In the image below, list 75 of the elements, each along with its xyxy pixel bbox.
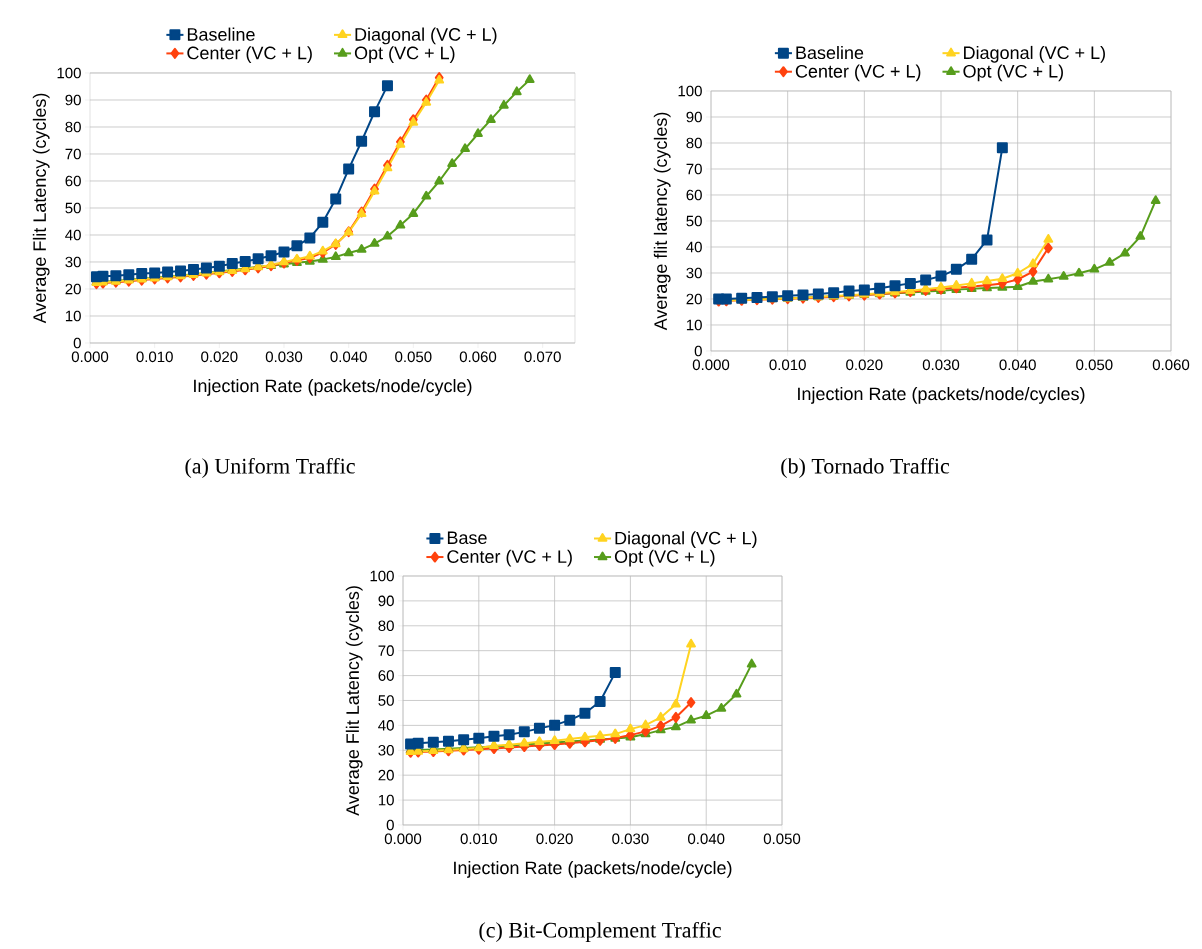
x-tick-label: 0.010 bbox=[769, 359, 806, 371]
y-axis-title: Average Flit Latency (cycles) bbox=[32, 93, 50, 324]
x-tick-label: 0.050 bbox=[395, 351, 432, 363]
legend-label: Opt (VC + L) bbox=[614, 549, 715, 567]
y-tick-label: 10 bbox=[686, 319, 702, 331]
y-tick-label: 90 bbox=[65, 94, 81, 106]
x-tick-label: 0.050 bbox=[763, 833, 801, 845]
y-tick-label: 0 bbox=[386, 819, 394, 831]
y-tick-label: 60 bbox=[378, 670, 394, 681]
text: (a) Uniform Traffic bbox=[185, 457, 355, 479]
legend-label: Baseline bbox=[187, 27, 255, 41]
x-tick-label: 0.000 bbox=[692, 359, 730, 371]
y-tick-label: 100 bbox=[57, 67, 81, 79]
y-axis-title: Average Flit Latency (cycles) bbox=[345, 586, 363, 816]
legend-label: Baseline bbox=[796, 45, 864, 60]
x-tick-label: 0.000 bbox=[384, 833, 422, 845]
y-tick-label: 30 bbox=[378, 744, 394, 756]
y-tick-label: 20 bbox=[378, 769, 394, 781]
legend-label: Diagonal (VC + L) bbox=[355, 27, 497, 45]
y-tick-label: 90 bbox=[378, 595, 394, 607]
y-tick-label: 90 bbox=[686, 111, 702, 123]
x-tick-label: 0.050 bbox=[1076, 359, 1113, 371]
y-tick-label: 30 bbox=[65, 256, 81, 268]
x-tick-label: 0.020 bbox=[201, 351, 238, 363]
legend-label: Diagonal (VC + L) bbox=[964, 45, 1105, 63]
y-tick-label: 0 bbox=[73, 337, 81, 349]
x-tick-label: 0.010 bbox=[460, 833, 497, 845]
y-tick-label: 70 bbox=[65, 148, 81, 160]
y-tick-label: 50 bbox=[378, 695, 394, 706]
y-tick-label: 50 bbox=[65, 202, 81, 214]
y-tick-label: 10 bbox=[378, 794, 394, 806]
y-tick-label: 40 bbox=[686, 241, 702, 253]
x-tick-label: 0.030 bbox=[612, 833, 649, 845]
x-tick-label: 0.040 bbox=[688, 833, 725, 845]
legend-label: Center (VC + L) bbox=[795, 64, 921, 82]
y-axis-title: Average flit latency (cycles) bbox=[653, 112, 671, 331]
text: (c) Bit-Complement Traffic bbox=[479, 921, 721, 943]
y-tick-label: 80 bbox=[686, 137, 702, 149]
x-tick-label: 0.010 bbox=[136, 351, 173, 363]
x-tick-label: 0.060 bbox=[459, 351, 497, 363]
x-axis-title: Injection Rate (packets/node/cycle) bbox=[194, 379, 472, 396]
y-tick-label: 100 bbox=[678, 85, 702, 97]
x-tick-label: 0.000 bbox=[71, 351, 109, 363]
x-tick-label: 0.070 bbox=[524, 351, 561, 363]
x-tick-label: 0.020 bbox=[846, 359, 883, 371]
y-tick-label: 70 bbox=[378, 645, 394, 656]
y-tick-label: 60 bbox=[686, 189, 702, 201]
y-tick-label: 20 bbox=[65, 283, 81, 295]
y-tick-label: 70 bbox=[686, 163, 702, 175]
x-axis-title: Injection Rate (packets/node/cycles) bbox=[798, 387, 1085, 404]
y-tick-label: 20 bbox=[686, 293, 702, 305]
x-tick-label: 0.030 bbox=[265, 351, 303, 363]
y-tick-label: 40 bbox=[65, 229, 81, 241]
x-tick-label: 0.060 bbox=[1152, 359, 1190, 371]
y-tick-label: 50 bbox=[686, 215, 702, 227]
legend-label: Opt (VC + L) bbox=[963, 64, 1063, 82]
x-tick-label: 0.020 bbox=[536, 833, 573, 845]
legend-label: Center (VC + L) bbox=[187, 46, 312, 63]
y-tick-label: 40 bbox=[378, 720, 394, 731]
legend-label: Center (VC + L) bbox=[447, 549, 572, 567]
legend-label: Base bbox=[447, 531, 487, 545]
y-tick-label: 60 bbox=[65, 175, 81, 187]
legend-label: Diagonal (VC + L) bbox=[615, 531, 757, 548]
x-tick-label: 0.030 bbox=[922, 359, 960, 371]
y-tick-label: 10 bbox=[65, 310, 81, 322]
text: (b) Tornado Traffic bbox=[781, 457, 950, 479]
y-tick-label: 0 bbox=[694, 345, 702, 357]
y-tick-label: 80 bbox=[378, 620, 394, 632]
x-tick-label: 0.040 bbox=[330, 351, 367, 363]
legend-label: Opt (VC + L) bbox=[354, 46, 455, 63]
y-tick-label: 30 bbox=[686, 267, 702, 279]
x-axis-title: Injection Rate (packets/node/cycle) bbox=[454, 861, 732, 878]
y-tick-label: 80 bbox=[65, 121, 81, 133]
y-tick-label: 100 bbox=[370, 570, 394, 582]
x-tick-label: 0.040 bbox=[999, 359, 1036, 371]
